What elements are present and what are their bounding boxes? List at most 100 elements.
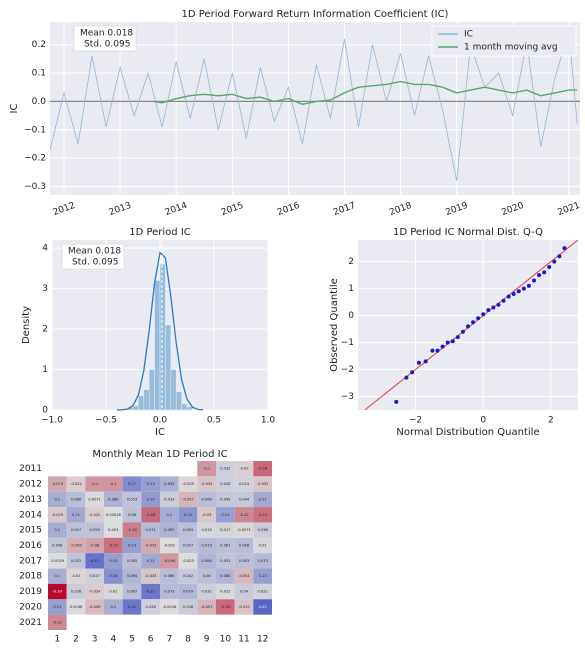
x-tick-label: 9 [204, 635, 210, 645]
x-tick-label: 10 [220, 635, 232, 645]
cell-label: -0.0026 [162, 605, 177, 609]
heatmap-cell [48, 522, 67, 538]
histogram-bar [170, 369, 177, 411]
histogram-bar [148, 369, 155, 411]
y-tick-label: 3 [42, 284, 48, 294]
cell-label: 0.01 [259, 544, 267, 548]
qq-point [496, 302, 501, 307]
cell-label: 0.22 [91, 559, 99, 563]
annotation: Std. 0.095 [84, 40, 130, 50]
heatmap-cell [253, 583, 272, 600]
cell-label: -0.03 [202, 513, 211, 517]
heatmap-cell [48, 568, 67, 584]
cell-label: 0.01 [109, 590, 117, 594]
cell-label: 0.073 [258, 559, 268, 563]
cell-label: 0.057 [183, 544, 193, 548]
qq-point [440, 344, 445, 349]
cell-label: -0.12 [53, 620, 62, 624]
cell-label: 0.21 [128, 605, 136, 609]
cell-label: -0.16 [221, 605, 231, 609]
heatmap-cell [234, 599, 254, 615]
legend-label: IC [464, 30, 473, 40]
cell-label: -0.0071 [237, 528, 251, 532]
cell-label: -0.02 [239, 467, 248, 471]
cell-label: -0.13 [127, 528, 136, 532]
y-tick-label: −1 [341, 338, 354, 348]
qq-point [506, 294, 511, 299]
cell-label: 0.11 [72, 513, 80, 517]
cell-label: 0.028 [220, 482, 231, 486]
heatmap-cell [216, 537, 235, 554]
cell-label: 0.044 [239, 497, 250, 501]
heatmap-cell [160, 507, 179, 523]
heatmap-cell [234, 583, 254, 600]
heatmap-cell [253, 537, 272, 554]
qq-point [410, 370, 415, 375]
cell-label: -0.029 [52, 513, 64, 517]
cell-label: 0.25 [259, 605, 267, 609]
y-tick-label: 2017 [19, 556, 42, 566]
heatmap-cell [104, 507, 123, 523]
cell-label: 0.084 [220, 574, 231, 578]
x-tick-label: 4 [110, 635, 116, 645]
heatmap-cell [253, 476, 272, 492]
heatmap-cell [197, 522, 216, 538]
cell-label: 0.13 [259, 574, 267, 578]
heatmap-cell [66, 553, 86, 569]
heatmap-cell [104, 522, 123, 538]
y-tick-label: −0.1 [24, 125, 46, 135]
y-tick-label: 2012 [19, 480, 42, 490]
heatmap-cell [234, 476, 254, 492]
cell-label: 0.032 [220, 467, 230, 471]
heatmap-cell [178, 491, 198, 508]
cell-label: -0.15 [258, 513, 267, 517]
y-tick-label: 0.1 [32, 69, 46, 79]
qq-point [542, 270, 547, 275]
heatmap-cell [216, 491, 235, 508]
qq-point [537, 273, 542, 278]
qq-point [486, 308, 491, 313]
cell-label: 0.063 [183, 528, 193, 532]
heatmap-cell [104, 537, 123, 554]
cell-label: 0.17 [128, 482, 136, 486]
cell-label: -0.16 [258, 467, 268, 471]
cell-label: 0.16 [109, 574, 118, 578]
heatmap-cell [66, 476, 86, 492]
heatmap-cell [234, 568, 254, 584]
heatmap-cell [197, 568, 216, 584]
heatmap-cell [216, 476, 235, 492]
x-tick-label: 2021 [556, 201, 581, 218]
heatmap-cell [104, 599, 123, 615]
annotation-box [73, 25, 137, 52]
heatmap-cell [160, 568, 179, 584]
cell-label: 0.033 [164, 497, 174, 501]
chart-title: 1D Period IC [129, 227, 191, 238]
qq-point [562, 246, 567, 251]
heatmap-cell [122, 553, 142, 569]
heatmap-cell [141, 507, 160, 523]
x-tick-label: 3 [92, 635, 98, 645]
x-tick-label: 2016 [276, 201, 301, 218]
heatmap-cell [234, 491, 254, 508]
cell-label: 0.084 [127, 574, 138, 578]
x-axis-label: Normal Distribution Quantile [396, 427, 539, 438]
heatmap-cell [197, 507, 216, 523]
qq-point [445, 340, 450, 345]
cell-label: 0.15 [184, 513, 192, 517]
heatmap-cell [104, 491, 123, 508]
qq-point [547, 264, 552, 269]
qq-point [435, 348, 440, 353]
cell-label: -0.0019 [50, 559, 65, 563]
cell-label: 0.084 [202, 559, 213, 563]
heatmap-cell [160, 553, 179, 569]
y-tick-label: −0.3 [24, 182, 46, 192]
heatmap-cell [85, 568, 104, 584]
cell-label: 0.093 [164, 482, 174, 486]
cell-label: 0.1 [166, 513, 172, 517]
cell-label: -0.049 [89, 605, 101, 609]
cell-label: -0.074 [52, 482, 64, 486]
x-tick-label: 2017 [332, 201, 357, 218]
x-tick-label: 2015 [220, 201, 245, 218]
x-tick-label: 0.5 [207, 416, 221, 426]
cell-label: -0.094 [164, 559, 176, 563]
